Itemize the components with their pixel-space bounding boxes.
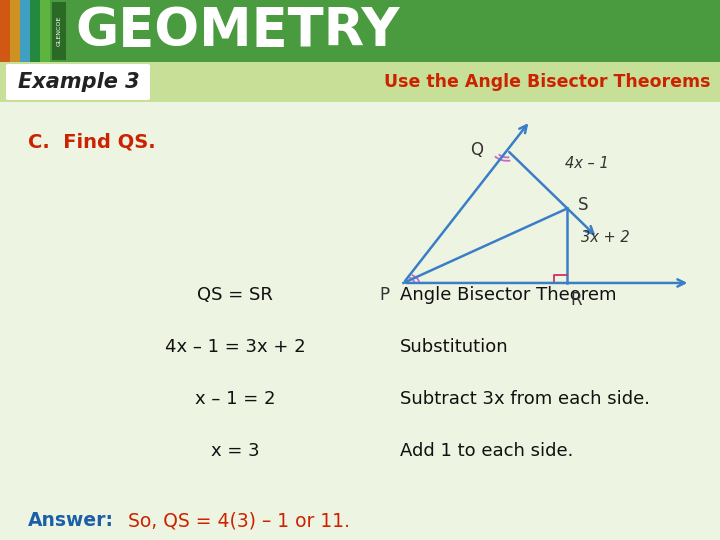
Text: QS = SR: QS = SR bbox=[197, 286, 273, 304]
Bar bbox=[52, 2, 66, 60]
Text: Example 3: Example 3 bbox=[18, 72, 140, 92]
Text: x = 3: x = 3 bbox=[211, 442, 259, 460]
Bar bbox=[40, 0, 50, 62]
Text: Answer:: Answer: bbox=[28, 511, 114, 530]
Bar bbox=[0, 62, 720, 102]
Text: C.  Find QS.: C. Find QS. bbox=[28, 132, 156, 151]
Text: Add 1 to each side.: Add 1 to each side. bbox=[400, 442, 573, 460]
Bar bbox=[30, 0, 40, 62]
Bar bbox=[0, 0, 720, 62]
Text: 4x – 1 = 3x + 2: 4x – 1 = 3x + 2 bbox=[165, 338, 305, 356]
Bar bbox=[10, 0, 20, 62]
Text: Subtract 3x from each side.: Subtract 3x from each side. bbox=[400, 390, 650, 408]
Text: 3x + 2: 3x + 2 bbox=[581, 231, 629, 246]
Text: Q: Q bbox=[469, 141, 482, 159]
Text: Substitution: Substitution bbox=[400, 338, 508, 356]
Text: 4x – 1: 4x – 1 bbox=[564, 156, 608, 171]
Text: Angle Bisector Theorem: Angle Bisector Theorem bbox=[400, 286, 616, 304]
Text: S: S bbox=[578, 196, 589, 214]
Text: GEOMETRY: GEOMETRY bbox=[75, 5, 400, 57]
FancyBboxPatch shape bbox=[6, 64, 150, 100]
Bar bbox=[0, 0, 10, 62]
Text: R: R bbox=[570, 291, 582, 309]
Text: So, QS = 4(3) – 1 or 11.: So, QS = 4(3) – 1 or 11. bbox=[128, 511, 350, 530]
Text: GLENCOE: GLENCOE bbox=[56, 16, 61, 46]
Bar bbox=[20, 0, 30, 62]
Text: x – 1 = 2: x – 1 = 2 bbox=[194, 390, 275, 408]
Text: P: P bbox=[379, 286, 390, 304]
Text: Use the Angle Bisector Theorems: Use the Angle Bisector Theorems bbox=[384, 73, 710, 91]
